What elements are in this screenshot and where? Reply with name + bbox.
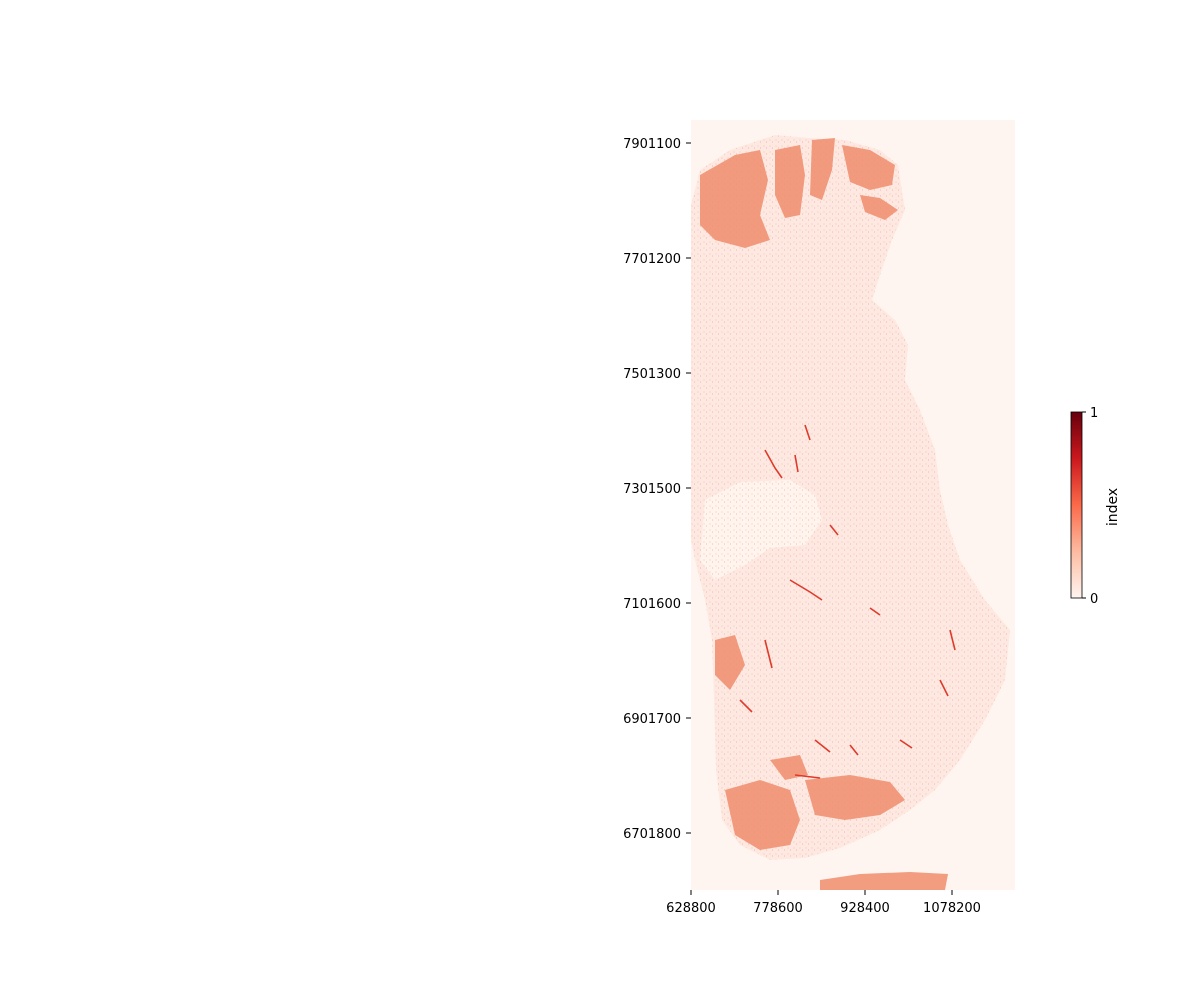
x-tick-label: 1078200 [923, 901, 981, 916]
y-axis: 7901100 7701200 7501300 7301500 7101600 69017… [623, 137, 691, 842]
x-axis: 628800 778600 928400 1078200 [666, 890, 981, 916]
y-tick-label: 6701800 [623, 827, 681, 842]
colorbar-title: index [1105, 488, 1121, 526]
y-tick-label: 6901700 [623, 712, 681, 727]
y-tick-label: 7301500 [623, 482, 681, 497]
map-raster [691, 120, 1015, 890]
colorbar-gradient [1070, 411, 1083, 599]
y-tick-label: 7501300 [623, 367, 681, 382]
y-tick-label: 7901100 [623, 137, 681, 152]
colorbar-max-label: 1 [1090, 406, 1098, 421]
southern-dense-patches [715, 635, 948, 890]
northern-dense-patches [700, 138, 898, 248]
x-tick-label: 628800 [666, 901, 716, 916]
colorbar-min-label: 0 [1090, 592, 1098, 607]
scattered-streaks [739, 424, 956, 779]
y-tick-label: 7701200 [623, 252, 681, 267]
x-tick-label: 778600 [753, 901, 803, 916]
y-tick-label: 7101600 [623, 597, 681, 612]
land-texture [691, 135, 1010, 860]
x-tick-label: 928400 [840, 901, 890, 916]
colorbar: 1 0 index [1070, 406, 1121, 607]
